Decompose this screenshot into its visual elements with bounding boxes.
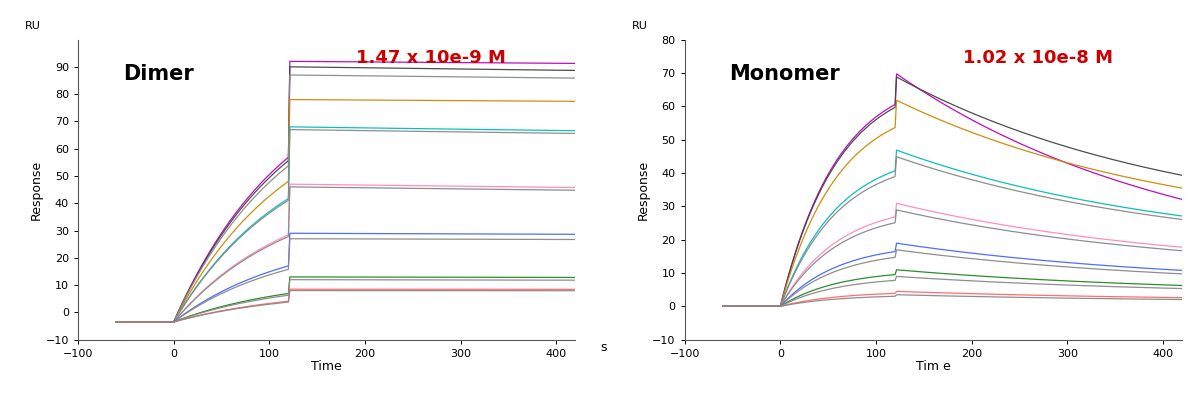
Text: Monomer: Monomer — [730, 64, 840, 83]
Text: s: s — [600, 341, 607, 354]
Y-axis label: Response: Response — [636, 160, 649, 220]
Text: 1.47 x 10e-9 M: 1.47 x 10e-9 M — [356, 49, 506, 66]
Text: Dimer: Dimer — [122, 64, 193, 83]
X-axis label: Time: Time — [311, 360, 342, 373]
Text: RU: RU — [632, 21, 648, 31]
X-axis label: Tim e: Tim e — [916, 360, 950, 373]
Text: 1.02 x 10e-8 M: 1.02 x 10e-8 M — [964, 49, 1114, 66]
Y-axis label: Response: Response — [30, 160, 43, 220]
Text: RU: RU — [25, 21, 41, 31]
